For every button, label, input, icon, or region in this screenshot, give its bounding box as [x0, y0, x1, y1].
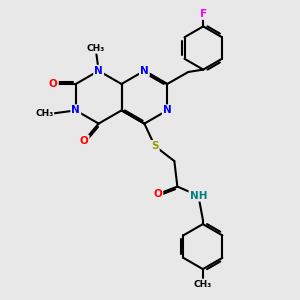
Text: N: N [163, 105, 172, 116]
Text: S: S [151, 141, 159, 151]
Text: O: O [154, 189, 162, 199]
Text: F: F [200, 9, 207, 19]
Text: CH₃: CH₃ [86, 44, 105, 53]
Text: CH₃: CH₃ [194, 280, 212, 289]
Text: NH: NH [190, 190, 207, 201]
Text: CH₃: CH₃ [35, 109, 53, 118]
Text: N: N [94, 66, 103, 76]
Text: N: N [140, 66, 149, 76]
Text: N: N [71, 105, 80, 116]
Text: O: O [49, 79, 58, 89]
Text: O: O [80, 136, 88, 146]
